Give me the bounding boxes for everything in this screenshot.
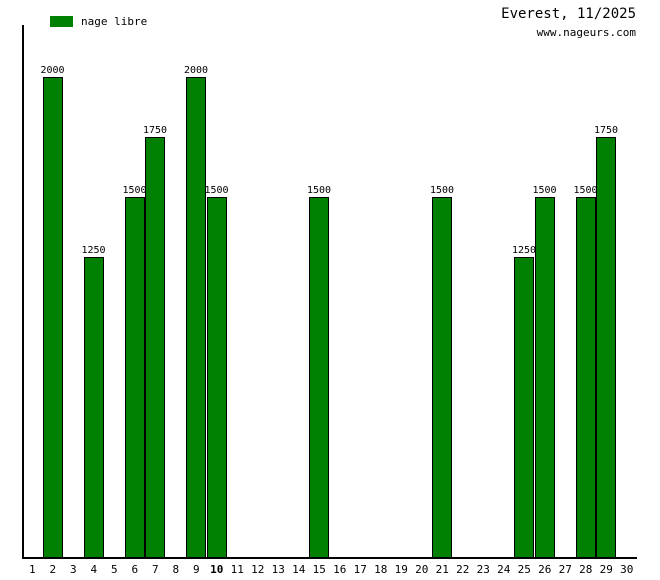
x-tick-label-4: 4 bbox=[90, 563, 98, 576]
bar-value-label-day-21: 1500 bbox=[429, 185, 455, 196]
bar-slot: 1250 bbox=[511, 25, 537, 557]
x-tick-label-3: 3 bbox=[69, 563, 77, 576]
x-tick-label-21: 21 bbox=[435, 563, 449, 576]
bar-day-9[interactable] bbox=[186, 77, 206, 557]
x-tick-label-22: 22 bbox=[456, 563, 470, 576]
x-axis-tick-labels: 1 2 3 4 5 6 7 8 9 10 11 12 13 14 15 16 17 18 19 20 21 22 23 24 2… bbox=[22, 563, 637, 579]
x-tick-label-25: 25 bbox=[517, 563, 531, 576]
x-tick-label-11: 11 bbox=[230, 563, 244, 576]
bar-value-label-day-15: 1500 bbox=[306, 185, 332, 196]
bar-slot: 1500 bbox=[306, 25, 332, 557]
plot-area: 2000 1250 1500 1750 2000 1500 1500 1500 1250 1500… bbox=[22, 25, 637, 557]
bar-value-label-day-10: 1500 bbox=[204, 185, 229, 196]
bar-value-label-day-2: 2000 bbox=[40, 65, 65, 76]
x-tick-label-15: 15 bbox=[312, 563, 326, 576]
y-axis-line bbox=[22, 25, 24, 558]
bar-slot: 2000 bbox=[183, 25, 209, 557]
x-tick-label-30: 30 bbox=[620, 563, 634, 576]
legend-color-swatch bbox=[50, 15, 73, 27]
bar-day-4[interactable] bbox=[83, 257, 104, 557]
bar-day-10[interactable] bbox=[206, 197, 227, 557]
x-tick-label-18: 18 bbox=[374, 563, 388, 576]
bar-value-label-day-29: 1750 bbox=[593, 125, 619, 136]
x-tick-label-20: 20 bbox=[415, 563, 429, 576]
bar-day-6[interactable] bbox=[124, 197, 145, 557]
bar-slot: 1500 bbox=[573, 25, 598, 557]
chart-subtitle: www.nageurs.com bbox=[536, 26, 636, 39]
bar-day-29[interactable] bbox=[596, 137, 616, 557]
bar-slot: 1500 bbox=[204, 25, 229, 557]
x-tick-label-24: 24 bbox=[497, 563, 511, 576]
bar-slot: 2000 bbox=[40, 25, 65, 557]
x-tick-label-10: 10 bbox=[210, 563, 224, 576]
bar-slot: 1750 bbox=[593, 25, 619, 557]
bar-slot: 1500 bbox=[532, 25, 557, 557]
x-tick-label-13: 13 bbox=[271, 563, 285, 576]
bar-slot: 1250 bbox=[81, 25, 106, 557]
chart-legend: nage libre bbox=[50, 14, 147, 28]
bar-slot: 1750 bbox=[142, 25, 168, 557]
chart-title: Everest, 11/2025 bbox=[501, 6, 636, 22]
x-tick-label-6: 6 bbox=[131, 563, 139, 576]
x-tick-label-7: 7 bbox=[151, 563, 159, 576]
bar-slot: 1500 bbox=[429, 25, 455, 557]
bar-day-7[interactable] bbox=[145, 137, 165, 557]
bar-value-label-day-25: 1250 bbox=[511, 245, 537, 256]
x-tick-label-23: 23 bbox=[476, 563, 490, 576]
bar-day-25[interactable] bbox=[514, 257, 534, 557]
x-tick-label-17: 17 bbox=[353, 563, 367, 576]
x-tick-label-26: 26 bbox=[538, 563, 552, 576]
x-tick-label-2: 2 bbox=[49, 563, 57, 576]
bar-value-label-day-6: 1500 bbox=[122, 185, 147, 196]
x-tick-label-27: 27 bbox=[558, 563, 572, 576]
legend-label: nage libre bbox=[81, 14, 148, 28]
bar-value-label-day-28: 1500 bbox=[573, 185, 598, 196]
x-tick-label-5: 5 bbox=[110, 563, 118, 576]
x-axis-line bbox=[22, 557, 637, 559]
bar-value-label-day-9: 2000 bbox=[183, 65, 209, 76]
bar-day-26[interactable] bbox=[534, 197, 555, 557]
x-tick-label-8: 8 bbox=[172, 563, 180, 576]
bar-slot: 1500 bbox=[122, 25, 147, 557]
x-tick-label-29: 29 bbox=[599, 563, 613, 576]
bar-value-label-day-7: 1750 bbox=[142, 125, 168, 136]
bar-value-label-day-4: 1250 bbox=[81, 245, 106, 256]
x-tick-label-9: 9 bbox=[192, 563, 200, 576]
bar-day-28[interactable] bbox=[575, 197, 596, 557]
bar-value-label-day-26: 1500 bbox=[532, 185, 557, 196]
bar-day-15[interactable] bbox=[309, 197, 329, 557]
x-tick-label-19: 19 bbox=[394, 563, 408, 576]
x-tick-label-12: 12 bbox=[251, 563, 265, 576]
bar-day-2[interactable] bbox=[42, 77, 63, 557]
x-tick-label-28: 28 bbox=[579, 563, 593, 576]
bar-day-21[interactable] bbox=[432, 197, 452, 557]
x-tick-label-1: 1 bbox=[28, 563, 36, 576]
x-tick-label-16: 16 bbox=[333, 563, 347, 576]
x-tick-label-14: 14 bbox=[292, 563, 306, 576]
